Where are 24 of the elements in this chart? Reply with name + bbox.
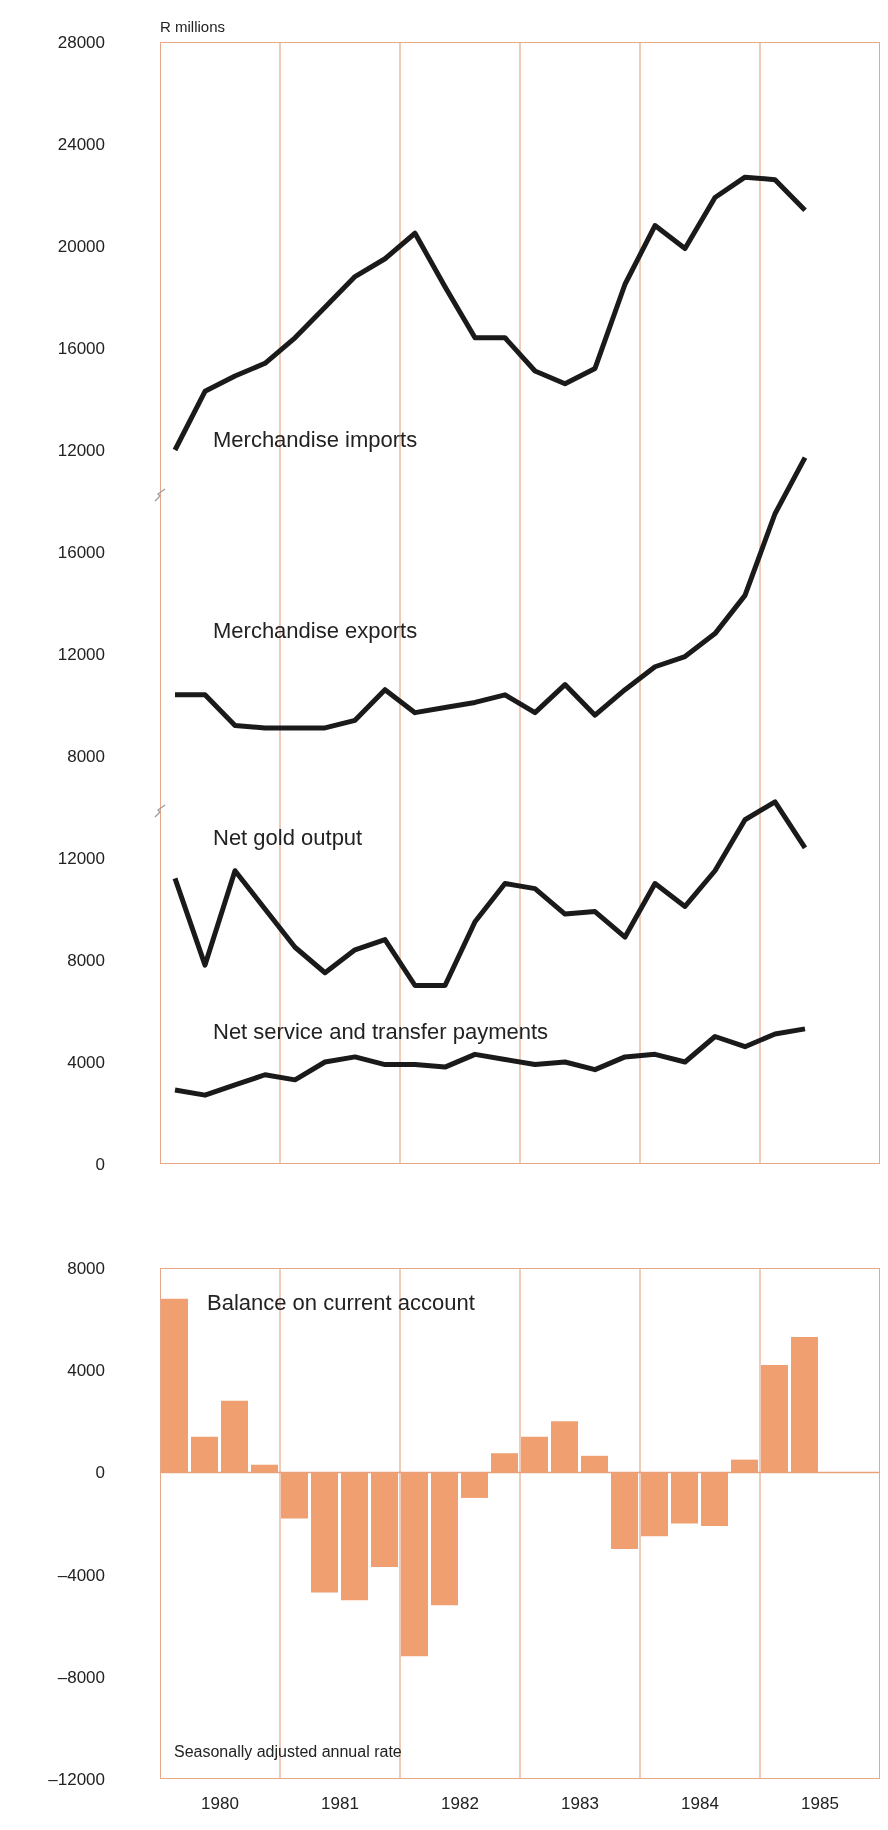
y-tick-label: 20000 xyxy=(57,237,105,256)
y-tick-label: 28000 xyxy=(57,33,105,52)
y-tick-label: 4000 xyxy=(67,1361,105,1381)
series-label: Net service and transfer payments xyxy=(213,1019,549,1045)
x-tick-label: 1983 xyxy=(561,1794,599,1813)
y-tick-label: 12000 xyxy=(57,441,105,460)
x-tick-label: 1985 xyxy=(801,1794,839,1813)
y-tick-label: –4000 xyxy=(57,1565,105,1585)
y-tick-label: 16000 xyxy=(57,339,105,358)
x-tick-label: 1981 xyxy=(321,1794,359,1813)
text: Merchandise exports xyxy=(213,617,418,643)
text: R millions xyxy=(160,18,226,35)
y-tick-label: –12000 xyxy=(48,1770,105,1789)
annotation: Seasonally adjusted annual rate xyxy=(174,1743,402,1761)
series-label: Net gold output xyxy=(213,825,363,851)
y-tick-label: 24000 xyxy=(57,135,105,154)
y-tick-label: 8000 xyxy=(67,1259,105,1278)
series-label: Balance on current account xyxy=(207,1290,475,1316)
x-tick-label: 1982 xyxy=(441,1794,479,1813)
x-tick-label: 1980 xyxy=(201,1794,239,1813)
y-tick-label: 0 xyxy=(95,1463,105,1483)
series-label: Merchandise imports xyxy=(213,427,418,452)
y-tick-label: –8000 xyxy=(57,1667,105,1687)
x-tick-label: 1984 xyxy=(681,1794,719,1813)
